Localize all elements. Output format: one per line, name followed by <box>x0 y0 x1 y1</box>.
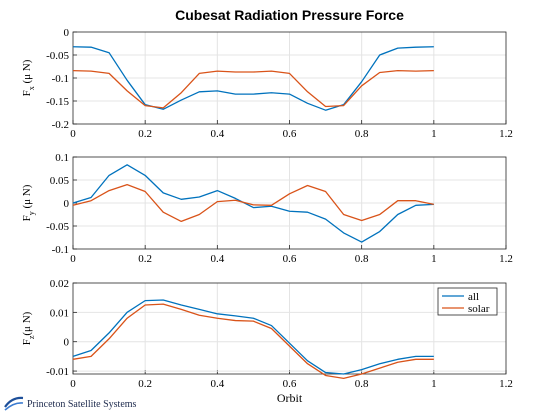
y-tick-label: 0 <box>64 27 70 39</box>
y-axis-label: Fz(μ N) <box>21 311 36 345</box>
x-tick-label: 0.6 <box>283 253 297 265</box>
y-tick-label: -0.1 <box>52 73 69 85</box>
y-axis-label: Fx (μ N) <box>21 59 36 96</box>
y-tick-label: -0.05 <box>46 50 69 62</box>
y-tick-label: 0 <box>64 198 70 210</box>
x-tick-label: 0.2 <box>138 253 152 265</box>
x-axis-label: Orbit <box>277 391 303 405</box>
series-line-all <box>72 46 434 111</box>
x-tick-label: 0.6 <box>283 128 297 140</box>
x-tick-label: 1 <box>431 253 437 265</box>
x-tick-label: 1.2 <box>499 378 513 390</box>
series-line-all <box>72 164 434 243</box>
axes-frame <box>72 282 507 375</box>
series-line-solar <box>72 303 434 380</box>
x-tick-label: 0.8 <box>355 128 369 140</box>
legend-box <box>437 287 498 316</box>
chart-title: Cubesat Radiation Pressure Force <box>175 7 404 23</box>
legend-label-solar: solar <box>468 303 490 315</box>
x-tick-label: 1.2 <box>499 253 513 265</box>
y-tick-label: -0.05 <box>46 221 69 233</box>
y-tick-label: -0.01 <box>46 366 69 378</box>
x-tick-label: 0.6 <box>283 378 297 390</box>
x-tick-label: 0.4 <box>210 128 224 140</box>
x-tick-label: 0.4 <box>210 378 224 390</box>
x-tick-label: 0.8 <box>355 253 369 265</box>
x-tick-label: 1 <box>431 378 437 390</box>
subplot-1: Cubesat Radiation Pressure Force 0 0.2 0.4 0… <box>21 7 513 140</box>
y-tick-label: -0.1 <box>52 244 69 256</box>
x-tick-label: 0 <box>70 253 76 265</box>
series-line-solar <box>72 183 434 223</box>
y-tick-label: 0.02 <box>50 278 69 290</box>
company-logo: Princeton Satellite Systems <box>4 394 136 414</box>
x-tick-label: 0.8 <box>355 378 369 390</box>
x-tick-label: 0.2 <box>138 378 152 390</box>
y-tick-label: -0.2 <box>52 119 69 131</box>
logo-text: Princeton Satellite Systems <box>27 398 137 410</box>
x-tick-label: 1 <box>431 128 437 140</box>
subplot-2: 0 0.2 0.4 0.6 0.8 1 1.2 -0.1 -0.05 0 0.05 0.1 Fy (μ … <box>21 152 513 265</box>
axes-frame <box>72 31 507 125</box>
x-tick-label: 0.2 <box>138 128 152 140</box>
x-tick-label: 0 <box>70 128 76 140</box>
x-tick-label: 0.4 <box>210 253 224 265</box>
x-tick-label: 1.2 <box>499 128 513 140</box>
y-axis-label: Fy (μ N) <box>21 184 36 221</box>
series-line-solar <box>72 69 434 109</box>
x-tick-label: 0 <box>70 378 76 390</box>
satellite-logo-icon <box>4 396 24 411</box>
y-tick-label: 0.01 <box>50 307 69 319</box>
series-line-all <box>72 299 434 375</box>
legend-label-all: all <box>468 291 479 303</box>
y-tick-label: -0.15 <box>46 96 69 108</box>
y-tick-label: 0.05 <box>50 175 70 187</box>
y-tick-label: 0.1 <box>55 152 69 164</box>
y-tick-label: 0 <box>64 337 70 349</box>
